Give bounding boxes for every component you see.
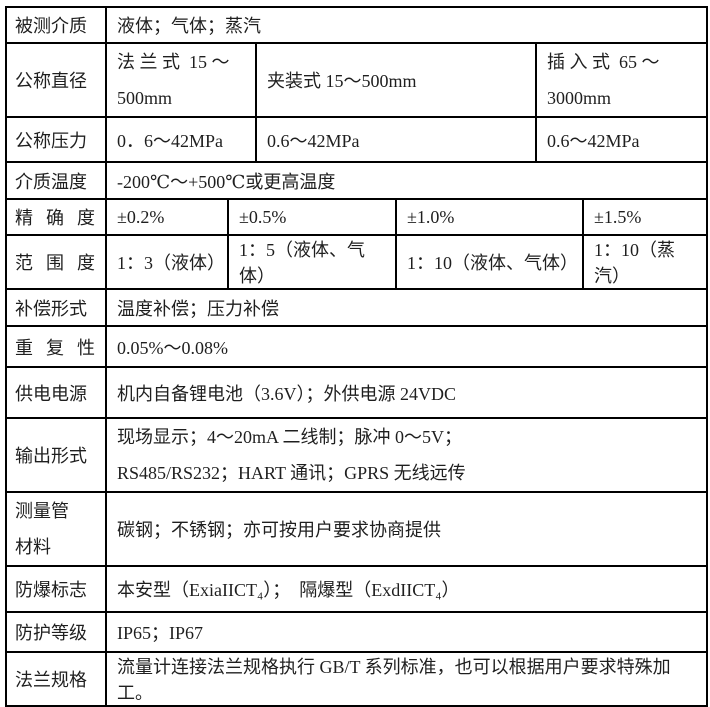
- row-label-measured-medium: 被测介质: [5, 6, 107, 44]
- table-row-tube-material: 测量管 材料 碳钢；不锈钢；亦可按用户要求协商提供: [5, 491, 708, 567]
- table-row-output-type: 输出形式 现场显示；4～20mA 二线制；脉冲 0～5V； RS485/RS23…: [5, 417, 708, 493]
- row-label-rangeability-text: 范 围 度: [15, 253, 95, 273]
- row-label-explosion-proof-mark: 防爆标志: [5, 565, 107, 613]
- output-type-line1: 现场显示；4～20mA 二线制；脉冲 0～5V；: [117, 427, 463, 447]
- table-row-measured-medium: 被测介质 液体；气体；蒸汽: [5, 6, 708, 44]
- row-value-flange-spec: 流量计连接法兰规格执行 GB/T 系列标准，也可以根据用户要求特殊加工。: [105, 651, 708, 707]
- row-value-measured-medium: 液体；气体；蒸汽: [105, 6, 708, 44]
- table-row-explosion-proof-mark: 防爆标志 本安型（ExiaIICT₄）； 隔爆型（ExdIICT₄）: [5, 565, 708, 613]
- row-label-tube-material: 测量管 材料: [5, 491, 107, 567]
- row-value-protection-rating: IP65；IP67: [105, 611, 708, 653]
- row-value-power-supply: 机内自备锂电池（3.6V）；外供电源 24VDC: [105, 366, 708, 419]
- output-type-line2: RS485/RS232；HART 通讯；GPRS 无线远传: [117, 463, 466, 483]
- flange-type-line2: 500mm: [117, 88, 173, 108]
- row-label-repeatability: 重 复 性: [5, 325, 107, 368]
- cell-rangeability-1: 1：3（液体）: [105, 234, 229, 290]
- table-row-power-supply: 供电电源 机内自备锂电池（3.6V）；外供电源 24VDC: [5, 366, 708, 419]
- cell-pressure-flange: 0．6～42MPa: [105, 116, 257, 163]
- row-label-nominal-pressure: 公称压力: [5, 116, 107, 163]
- cell-accuracy-1: ±0.2%: [105, 198, 229, 236]
- insert-type-line2: 3000mm: [547, 88, 612, 108]
- row-value-output-type: 现场显示；4～20mA 二线制；脉冲 0～5V； RS485/RS232；HAR…: [105, 417, 708, 493]
- cell-accuracy-3: ±1.0%: [395, 198, 584, 236]
- row-value-medium-temperature: -200℃～+500℃或更高温度: [105, 161, 708, 200]
- cell-rangeability-2: 1：5（液体、气体）: [227, 234, 397, 290]
- row-label-compensation: 补偿形式: [5, 288, 107, 327]
- table-row-medium-temperature: 介质温度 -200℃～+500℃或更高温度: [5, 161, 708, 200]
- cell-accuracy-4: ±1.5%: [582, 198, 708, 236]
- row-label-repeatability-text: 重 复 性: [15, 337, 95, 358]
- cell-rangeability-3: 1：10（液体、气体）: [395, 234, 584, 290]
- table-row-nominal-pressure: 公称压力 0．6～42MPa 0.6～42MPa 0.6～42MPa: [5, 116, 708, 163]
- spec-table: 被测介质 液体；气体；蒸汽 公称直径 法 兰 式 15 ～ 500mm 夹装式 …: [5, 6, 708, 707]
- cell-insert-type: 插 入 式 65 ～ 3000mm: [535, 42, 708, 118]
- row-label-nominal-diameter: 公称直径: [5, 42, 107, 118]
- row-label-power-supply: 供电电源: [5, 366, 107, 419]
- table-row-nominal-diameter: 公称直径 法 兰 式 15 ～ 500mm 夹装式 15～500mm 插 入 式…: [5, 42, 708, 118]
- row-value-explosion-proof-mark: 本安型（ExiaIICT₄）； 隔爆型（ExdIICT₄）: [105, 565, 708, 613]
- table-row-repeatability: 重 复 性 0.05%～0.08%: [5, 325, 708, 368]
- row-label-protection-rating: 防护等级: [5, 611, 107, 653]
- cell-accuracy-2: ±0.5%: [227, 198, 397, 236]
- row-value-compensation: 温度补偿；压力补偿: [105, 288, 708, 327]
- tube-material-label-line1: 测量管: [15, 501, 69, 521]
- row-label-accuracy: 精 确 度: [5, 198, 107, 236]
- table-row-rangeability: 范 围 度 1：3（液体） 1：5（液体、气体） 1：10（液体、气体） 1：1…: [5, 234, 708, 290]
- flange-type-line1: 法 兰 式 15 ～: [117, 52, 230, 72]
- row-label-flange-spec: 法兰规格: [5, 651, 107, 707]
- table-row-flange-spec: 法兰规格 流量计连接法兰规格执行 GB/T 系列标准，也可以根据用户要求特殊加工…: [5, 651, 708, 707]
- row-value-repeatability: 0.05%～0.08%: [105, 325, 708, 368]
- cell-pressure-insert: 0.6～42MPa: [535, 116, 708, 163]
- row-label-rangeability: 范 围 度: [5, 234, 107, 290]
- row-label-accuracy-text: 精 确 度: [15, 208, 95, 228]
- cell-rangeability-4: 1：10（蒸汽）: [582, 234, 708, 290]
- cell-pressure-clamp: 0.6～42MPa: [255, 116, 537, 163]
- row-value-tube-material: 碳钢；不锈钢；亦可按用户要求协商提供: [105, 491, 708, 567]
- row-label-output-type: 输出形式: [5, 417, 107, 493]
- table-row-protection-rating: 防护等级 IP65；IP67: [5, 611, 708, 653]
- insert-type-line1: 插 入 式 65 ～: [547, 52, 660, 72]
- cell-clamp-type: 夹装式 15～500mm: [255, 42, 537, 118]
- tube-material-label-line2: 材料: [15, 537, 51, 557]
- table-row-accuracy: 精 确 度 ±0.2% ±0.5% ±1.0% ±1.5%: [5, 198, 708, 236]
- row-label-medium-temperature: 介质温度: [5, 161, 107, 200]
- table-row-compensation: 补偿形式 温度补偿；压力补偿: [5, 288, 708, 327]
- cell-flange-type: 法 兰 式 15 ～ 500mm: [105, 42, 257, 118]
